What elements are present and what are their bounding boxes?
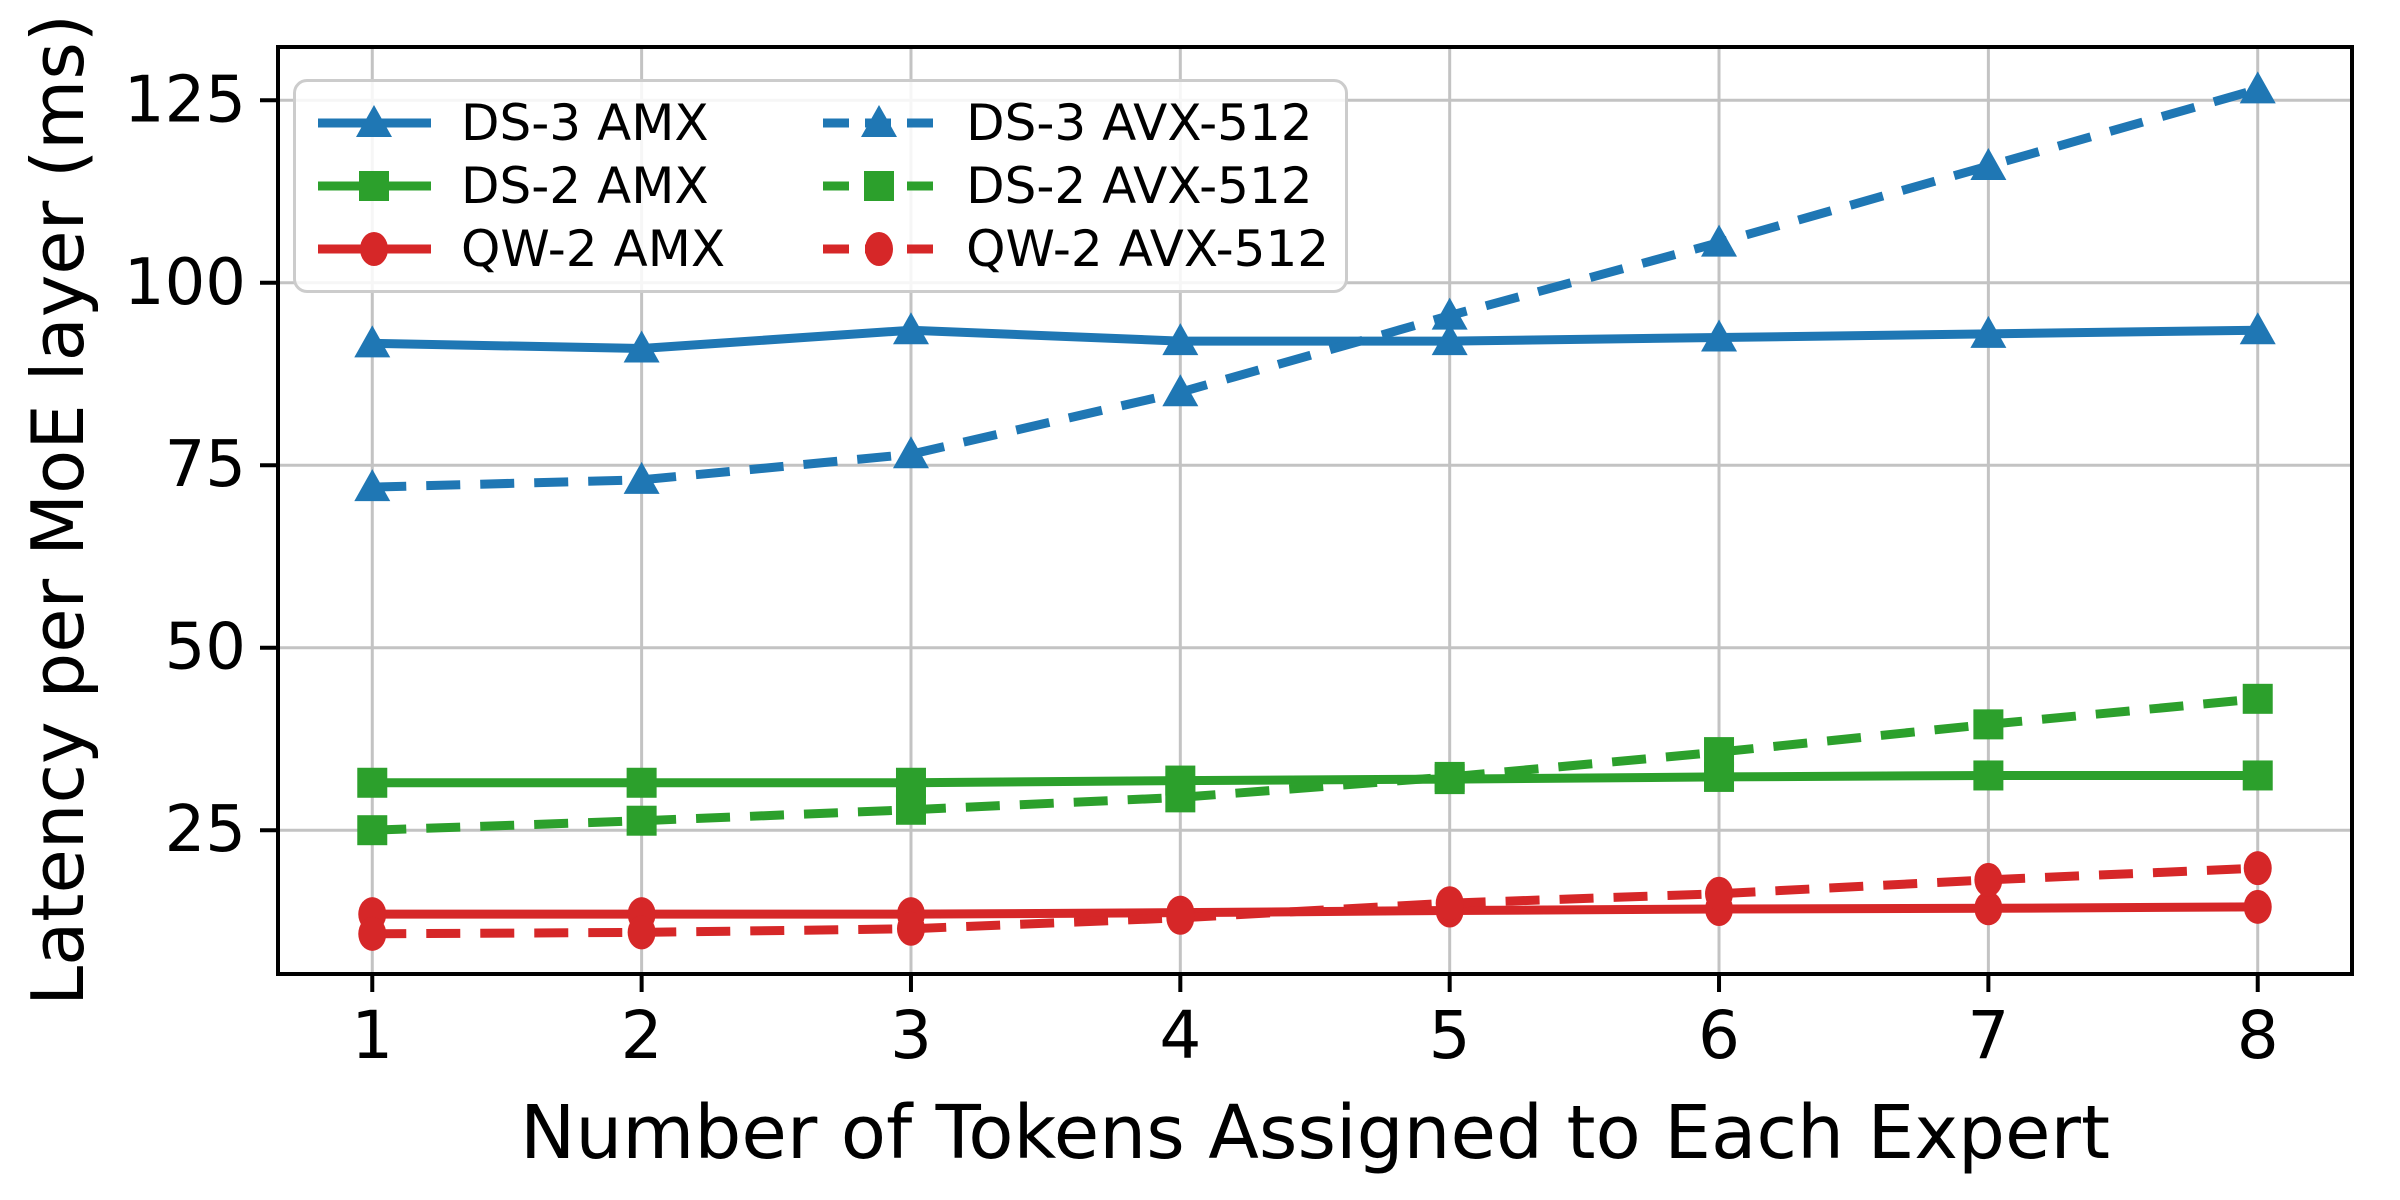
series-qw-2-avx-512-circle-marker	[1974, 862, 2003, 897]
legend: DS-3 AMX DS-2 AMX QW-2 AMX DS-3 AVX-512 …	[293, 79, 1348, 293]
series-qw-2-avx-512-circle-marker	[627, 915, 656, 950]
series-ds-3-avx-512-triangle-marker	[623, 461, 660, 494]
legend-sample-ds2-amx	[318, 170, 431, 201]
legend-ds-3-avx-512-triangle-marker	[861, 105, 898, 138]
legend-sample-ds3-amx	[318, 105, 431, 138]
series-ds-3-amx-triangle-marker	[1162, 323, 1199, 356]
x-tick-label: 7	[1967, 997, 2009, 1074]
series-ds-2-avx-512-square-marker	[626, 805, 657, 836]
legend-ds-2-amx-square-marker	[359, 170, 389, 201]
x-tick-label: 4	[1159, 997, 1201, 1074]
legend-label-ds2-amx: DS-2 AMX	[461, 156, 709, 215]
series-ds-3-avx-512-triangle-marker	[354, 469, 391, 502]
series-line-qw-2-avx-512	[372, 863, 2258, 939]
legend-label-ds2-avx512: DS-2 AVX-512	[966, 156, 1313, 215]
x-tick-label: 8	[2237, 997, 2279, 1074]
legend-label-qw2-amx: QW-2 AMX	[461, 219, 726, 278]
y-tick-label: 75	[165, 428, 246, 502]
series-ds-2-avx-512-square-marker	[357, 815, 388, 846]
series-ds-2-avx-512-square-marker	[1973, 709, 2004, 740]
series-ds-2-amx-square-marker	[895, 767, 926, 798]
y-tick-label: 25	[165, 793, 246, 867]
legend-entry-qw2-avx512: QW-2 AVX-512	[821, 224, 1329, 274]
series-ds-3-avx-512-triangle-marker	[1431, 297, 1468, 330]
series-ds-3-amx-triangle-marker	[2239, 312, 2276, 345]
legend-qw-2-amx-circle-marker	[360, 231, 388, 266]
legend-entry-ds2-amx: DS-2 AMX	[316, 161, 725, 211]
series-line-ds-3-amx	[372, 325, 2258, 353]
series-qw-2-avx-512-circle-marker	[896, 911, 925, 946]
legend-sample-ds2-avx512	[823, 170, 937, 201]
series-ds-2-avx-512-square-marker	[1434, 761, 1465, 792]
series-line-ds-2-amx	[372, 770, 2258, 788]
series-ds-3-avx-512-triangle-marker	[1701, 224, 1738, 257]
series-ds-3-amx-triangle-marker	[623, 330, 660, 363]
series-ds-3-avx-512-triangle-marker	[1162, 374, 1199, 407]
series-ds-2-avx-512-square-marker	[1165, 782, 1196, 813]
x-tick-label: 6	[1698, 997, 1740, 1074]
series-ds-3-avx-512-triangle-marker	[1970, 147, 2007, 180]
series-ds-3-amx-triangle-marker	[1431, 323, 1468, 356]
x-tick-label: 1	[351, 997, 393, 1074]
series-qw-2-amx-circle-marker	[2243, 889, 2272, 924]
series-ds-2-avx-512-square-marker	[2242, 683, 2273, 714]
series-ds-2-amx-square-marker	[1973, 760, 2004, 791]
series-qw-2-avx-512-circle-marker	[1435, 886, 1464, 921]
series-qw-2-avx-512-circle-marker	[2243, 851, 2272, 886]
y-axis-label: Latency per MoE layer (ms)	[16, 14, 100, 1006]
y-tick-label: 50	[165, 611, 246, 685]
legend-sample-ds3-avx512	[823, 105, 937, 138]
series-ds-3-amx-triangle-marker	[1701, 319, 1738, 352]
legend-entry-ds3-avx512: DS-3 AVX-512	[821, 98, 1329, 148]
legend-ds-3-amx-triangle-marker	[356, 105, 392, 138]
legend-sample-qw2-amx	[318, 231, 431, 266]
series-ds-2-amx-square-marker	[357, 767, 388, 798]
legend-qw-2-avx-512-circle-marker	[865, 231, 894, 266]
x-tick-label: 2	[621, 997, 663, 1074]
series-qw-2-avx-512-circle-marker	[1705, 876, 1734, 911]
series-ds-3-amx-triangle-marker	[354, 325, 391, 358]
legend-label-ds3-avx512: DS-3 AVX-512	[966, 94, 1313, 153]
series-ds-3-avx-512-triangle-marker	[2239, 71, 2276, 104]
legend-entry-qw2-amx: QW-2 AMX	[316, 224, 725, 274]
y-tick-label: 125	[124, 63, 246, 137]
series-line-ds-2-avx-512	[372, 694, 2259, 835]
series-qw-2-amx-circle-marker	[1974, 891, 2003, 926]
legend-ds-2-avx-512-square-marker	[864, 170, 895, 201]
series-ds-3-amx-triangle-marker	[1970, 315, 2007, 348]
series-ds-2-avx-512-square-marker	[1704, 737, 1735, 768]
series-ds-3-amx-triangle-marker	[892, 312, 929, 345]
legend-label-qw2-avx512: QW-2 AVX-512	[966, 219, 1330, 278]
x-tick-label: 3	[890, 997, 932, 1074]
series-qw-2-avx-512-circle-marker	[358, 916, 387, 951]
legend-sample-qw2-avx512	[823, 231, 937, 266]
series-qw-2-avx-512-circle-marker	[1166, 900, 1195, 935]
legend-label-ds3-amx: DS-3 AMX	[461, 94, 709, 153]
x-axis-label: Number of Tokens Assigned to Each Expert	[520, 1090, 2110, 1176]
series-ds-2-amx-square-marker	[626, 767, 657, 798]
x-tick-label: 5	[1429, 997, 1471, 1074]
legend-entry-ds3-amx: DS-3 AMX	[316, 98, 725, 148]
y-tick-label: 100	[124, 246, 246, 320]
series-ds-3-avx-512-triangle-marker	[892, 436, 929, 469]
legend-entry-ds2-avx512: DS-2 AVX-512	[821, 161, 1329, 211]
series-ds-2-avx-512-square-marker	[895, 794, 926, 825]
plot-border	[276, 45, 2354, 976]
series-ds-2-amx-square-marker	[2242, 760, 2273, 791]
